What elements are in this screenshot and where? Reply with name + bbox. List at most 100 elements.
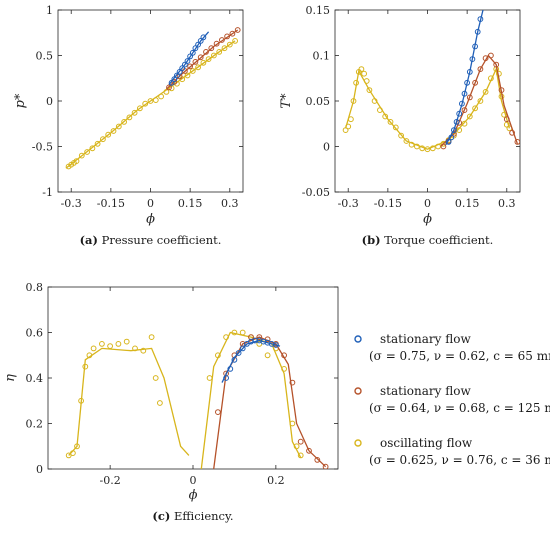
legend-title: oscillating flow [380,436,473,450]
x-tick-label: 0 [147,197,154,210]
y-tick-label: 1 [46,4,53,17]
data-point-oscillating-36 [195,64,202,71]
x-tick-label: 0.3 [498,197,516,210]
y-tick-label: -1 [42,186,53,199]
data-point-oscillating-36 [89,145,96,152]
x-axis-label: ϕ [423,212,432,227]
y-tick-label: 0.8 [26,281,44,294]
data-point-oscillating-36 [348,116,354,123]
data-point-oscillating-36 [131,109,138,116]
data-point-stationary-125 [482,55,489,62]
data-point-stationary-65 [231,356,238,363]
data-point-stationary-65 [174,72,180,79]
data-point-oscillating-36 [223,334,230,341]
caption-label: (c) [152,509,170,523]
data-point-oscillating-36 [78,397,84,404]
data-point-stationary-65 [239,345,246,352]
x-tick-label: 0 [190,474,197,487]
x-tick-label: -0.2 [100,474,121,487]
data-point-oscillating-36 [231,329,238,336]
panel-caption: (c) Efficiency. [152,509,233,523]
data-point-stationary-125 [289,379,296,386]
data-point-stationary-125 [256,334,263,341]
plot-area [65,27,241,170]
data-point-oscillating-36 [142,100,149,107]
data-point-stationary-65 [477,16,484,23]
y-tick-label: 0.5 [36,50,54,63]
data-point-stationary-125 [488,52,494,59]
panel-efficiency: -0.2 0 0.2 0 0.2 0.4 0.6 0.8 ϕ η (c) Efficiency. [3,281,339,523]
data-point-oscillating-36 [65,452,72,459]
data-point-oscillating-36 [132,345,138,352]
caption-label: (b) [362,233,381,247]
data-point-oscillating-36 [466,113,473,120]
y-tick-label: -0.05 [302,186,330,199]
data-point-oscillating-36 [482,89,489,95]
y-axis-label: η [3,374,18,382]
data-point-oscillating-36 [86,352,93,359]
data-point-oscillating-36 [232,38,239,44]
data-point-oscillating-36 [429,145,436,152]
x-axis-label: ϕ [146,212,155,227]
data-point-oscillating-36 [226,41,233,48]
data-point-stationary-65 [171,76,178,83]
data-point-oscillating-36 [264,352,271,359]
y-tick-label: 0.4 [26,372,44,385]
fit-line-oscillating-36 [65,40,236,169]
data-point-stationary-65 [200,34,207,41]
plot-area [65,329,329,469]
data-point-stationary-65 [184,58,191,64]
data-point-stationary-65 [187,53,194,60]
data-point-oscillating-36 [147,98,154,104]
fit-line-oscillating-36 [68,347,190,456]
data-point-stationary-125 [514,139,520,145]
data-point-oscillating-36 [387,119,394,125]
data-point-stationary-65 [453,119,460,125]
legend-title: stationary flow [380,384,471,398]
data-point-stationary-125 [264,336,271,343]
y-tick-label: 0 [36,463,43,476]
legend-marker [354,387,362,395]
data-point-stationary-125 [472,79,479,86]
legend-params: (σ = 0.625, ν = 0.76, c = 36 mm) [369,453,550,467]
data-point-oscillating-36 [70,450,76,457]
legend: stationary flow (σ = 0.75, ν = 0.62, c = … [354,332,550,467]
data-point-stationary-125 [203,49,209,55]
data-point-oscillating-36 [289,420,296,427]
data-point-stationary-125 [498,87,505,93]
data-point-oscillating-36 [200,59,207,66]
data-point-stationary-65 [451,127,457,134]
data-point-oscillating-36 [461,120,468,127]
data-point-oscillating-36 [205,56,212,62]
data-point-oscillating-36 [115,341,122,347]
data-point-oscillating-36 [90,345,97,352]
data-point-oscillating-36 [137,105,143,112]
data-point-stationary-125 [213,40,220,47]
y-tick-label: 0.1 [313,50,331,63]
data-point-stationary-125 [187,63,194,70]
data-point-stationary-65 [474,28,481,35]
data-point-stationary-65 [197,38,204,44]
caption-label: (a) [80,233,98,247]
data-point-oscillating-36 [123,338,130,345]
data-point-oscillating-36 [366,87,373,93]
data-point-oscillating-36 [353,79,360,86]
data-point-oscillating-36 [363,78,370,84]
data-point-stationary-125 [440,143,447,150]
y-tick-label: 0.05 [306,95,331,108]
data-point-oscillating-36 [408,141,415,148]
data-point-oscillating-36 [78,152,85,159]
data-point-stationary-125 [208,45,215,52]
data-point-oscillating-36 [140,347,147,354]
data-point-stationary-125 [166,84,172,91]
data-point-stationary-125 [314,457,321,463]
data-point-oscillating-36 [403,138,410,144]
x-tick-label: 0.3 [221,197,239,210]
x-tick-label: -0.3 [61,197,82,210]
data-point-oscillating-36 [110,128,117,134]
data-point-oscillating-36 [163,89,170,95]
data-point-oscillating-36 [371,98,378,104]
data-point-stationary-125 [493,61,500,68]
x-tick-label: 0.2 [267,474,285,487]
data-point-oscillating-36 [152,97,159,103]
